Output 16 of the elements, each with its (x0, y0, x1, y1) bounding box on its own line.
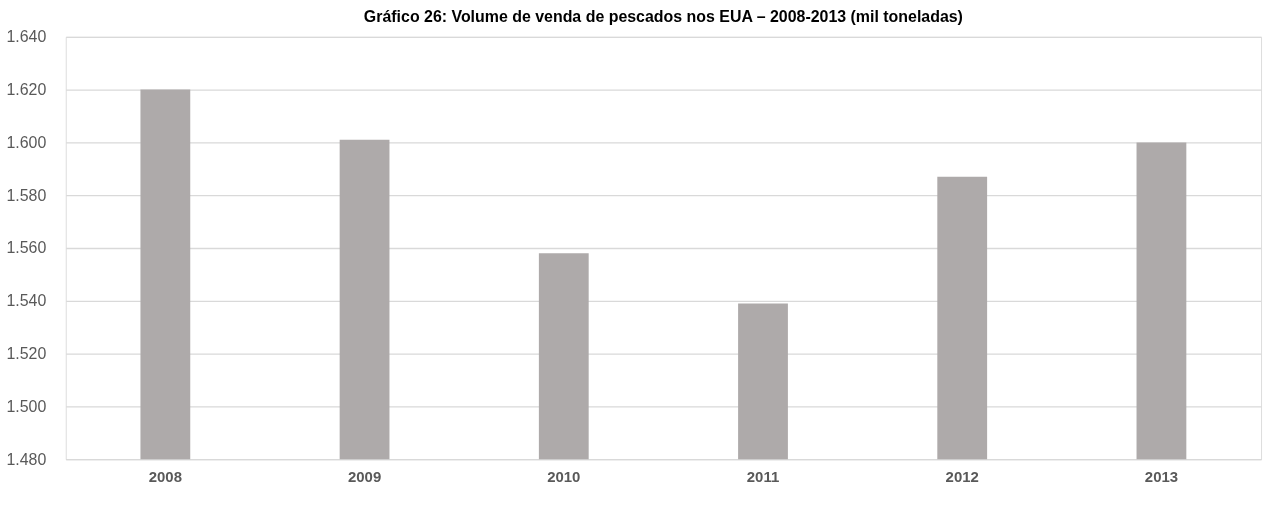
y-tick-label: 1.500 (6, 397, 47, 415)
x-tick-label: 2012 (945, 467, 979, 485)
y-tick-label: 1.580 (6, 186, 47, 204)
x-tick-label: 2013 (1144, 467, 1179, 485)
y-tick-label: 1.540 (6, 292, 47, 310)
x-tick-label: 2008 (148, 467, 182, 485)
chart-title: Gráfico 26: Volume de venda de pescados nos EUA – 2008-2013 (mil toneladas) (363, 7, 963, 25)
y-tick-label: 1.620 (6, 81, 47, 99)
x-tick-label: 2010 (547, 467, 581, 485)
y-tick-label: 1.520 (6, 345, 47, 363)
x-tick-label: 2009 (347, 467, 382, 485)
y-tick-label: 1.600 (6, 133, 47, 151)
y-tick-label: 1.640 (6, 28, 47, 46)
x-tick-label: 2011 (746, 467, 780, 485)
y-tick-label: 1.480 (6, 450, 47, 468)
y-tick-label: 1.560 (6, 239, 47, 257)
